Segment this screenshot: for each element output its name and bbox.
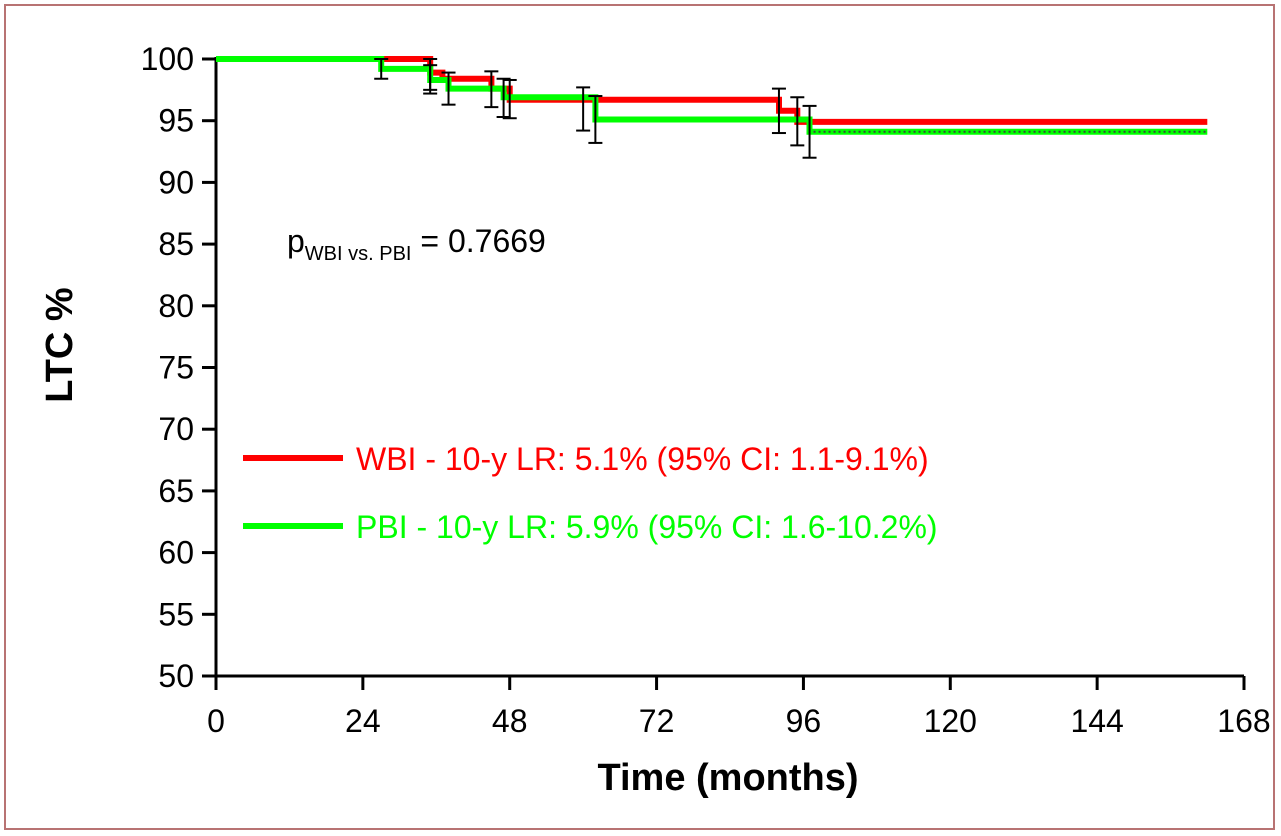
error-bar-wbi [771,87,786,135]
y-tick-label: 65 [158,473,194,509]
error-bar-pbi [588,95,603,144]
legend-label-wbi: WBI - 10-y LR: 5.1% (95% CI: 1.1-9.1%) [356,441,929,477]
y-tick-label: 95 [158,103,194,139]
legend-label-pbi: PBI - 10-y LR: 5.9% (95% CI: 1.6-10.2%) [356,509,938,545]
error-bar-pbi [423,64,438,95]
error-bar-wbi [502,78,517,120]
y-tick-label: 70 [158,411,194,447]
p-value-text: = 0.7669 [411,223,545,259]
error-bars [374,58,817,159]
series-line-pbi [216,56,1208,135]
x-tick-label: 24 [345,703,381,739]
x-tick-label: 144 [1070,703,1123,739]
y-tick-label: 90 [158,164,194,200]
y-axis-title: LTC % [39,287,81,402]
error-bar-wbi [790,96,805,147]
legend: WBI - 10-y LR: 5.1% (95% CI: 1.1-9.1%) P… [243,441,938,545]
error-bar-pbi [496,77,511,118]
x-axis-title: Time (months) [597,757,858,799]
x-tick-label: 168 [1217,703,1270,739]
figure-frame [4,4,1275,830]
y-tick-label: 55 [158,596,194,632]
x-tick-label: 120 [924,703,977,739]
error-bar-pbi [441,71,456,106]
p-value-symbol: p [287,223,305,259]
error-bar-wbi [576,86,591,132]
y-tick-label: 50 [158,658,194,694]
error-bar-pbi [374,58,389,80]
y-tick-label: 75 [158,350,194,386]
x-tick-label: 96 [786,703,822,739]
y-tick-label: 60 [158,535,194,571]
y-tick-label: 85 [158,226,194,262]
curves [216,56,1208,135]
y-tick-label: 80 [158,288,194,324]
series-line-wbi [216,56,1208,125]
error-bar-wbi [484,70,499,109]
p-value-annotation: pWBI vs. PBI = 0.7669 [287,223,546,265]
axes: 50 55 60 65 70 75 80 85 90 95 100 0 24 48 72 96 120 144 16… [141,41,1271,739]
error-bar-pbi [802,104,817,159]
x-tick-label: 72 [639,703,675,739]
y-tick-label: 100 [141,41,194,77]
p-value-subscript: WBI vs. PBI [305,243,412,265]
x-tick-label: 48 [492,703,528,739]
x-tick-label: 0 [207,703,225,739]
